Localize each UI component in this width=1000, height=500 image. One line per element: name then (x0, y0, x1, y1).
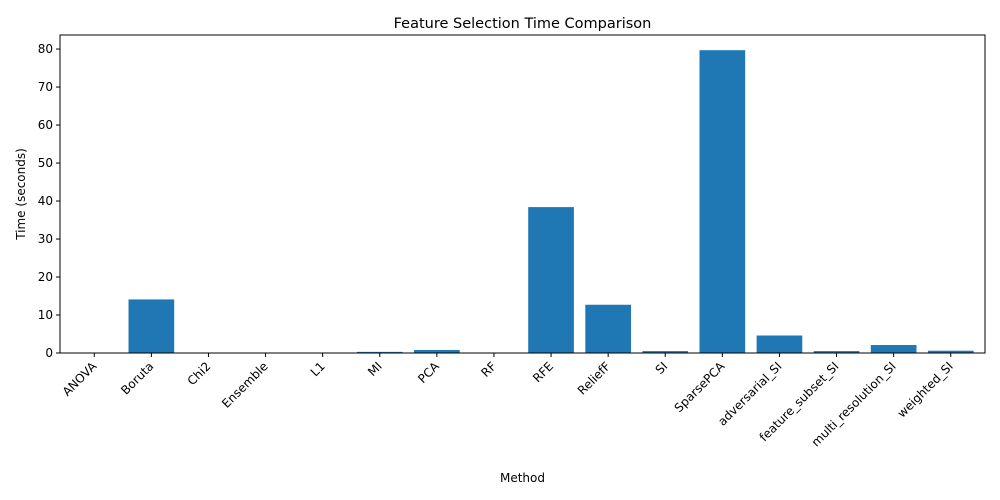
x-tick-label: weighted_SI (895, 359, 956, 420)
x-tick-label: ANOVA (60, 359, 100, 399)
x-axis-title: Method (500, 471, 545, 485)
bar-ReliefF (585, 304, 631, 353)
bar-RFE (528, 207, 574, 353)
bar-feature_subset_SI (813, 351, 860, 353)
plot-area-frame (59, 34, 986, 354)
y-tick-label: 80 (38, 42, 53, 56)
y-tick-label: 50 (38, 156, 53, 170)
bar-weighted_SI (927, 350, 974, 353)
y-tick-label: 20 (38, 270, 53, 284)
y-tick-label: 10 (38, 308, 53, 322)
x-tick-label: ReliefF (575, 359, 614, 398)
y-tick-label: 0 (45, 346, 53, 360)
x-tick-label: Boruta (118, 359, 156, 397)
y-tick-label: 40 (38, 194, 53, 208)
x-axis: ANOVA Boruta Chi2 Ensemble L1 MI PCA RF RFE Relie… (60, 353, 956, 449)
bar-multi_resolution_SI (870, 345, 917, 353)
x-tick-label: Chi2 (185, 359, 214, 388)
bar-Boruta (128, 299, 175, 353)
bar-SparsePCA (699, 50, 746, 353)
x-tick-label: SparsePCA (672, 359, 728, 415)
bars-group (71, 50, 974, 353)
y-tick-label: 60 (38, 118, 53, 132)
y-axis-title: Time (seconds) (14, 148, 28, 241)
bar-SI (642, 351, 689, 353)
chart-title: Feature Selection Time Comparison (394, 16, 652, 32)
y-axis: 0 10 20 30 40 50 60 70 80 (38, 42, 60, 360)
x-tick-label: MI (365, 359, 385, 379)
x-tick-label: RF (478, 359, 499, 380)
bar-adversarial_SI (756, 335, 803, 353)
x-tick-label: Ensemble (219, 359, 271, 411)
bar-PCA (414, 349, 460, 353)
y-tick-label: 70 (38, 80, 53, 94)
x-tick-label: L1 (308, 359, 328, 379)
x-tick-label: SI (653, 359, 671, 377)
x-tick-label: RFE (530, 359, 556, 385)
x-tick-label: PCA (415, 359, 442, 386)
y-tick-label: 30 (38, 232, 53, 246)
bar-MI (356, 351, 403, 353)
